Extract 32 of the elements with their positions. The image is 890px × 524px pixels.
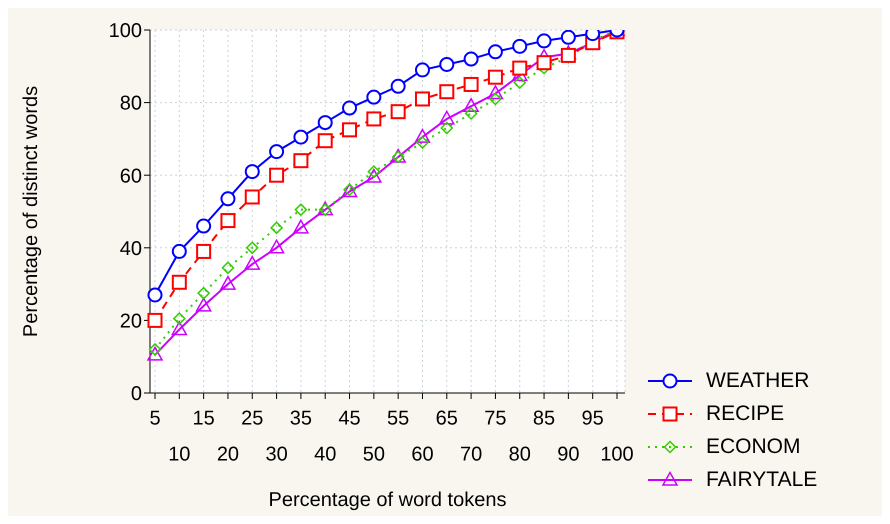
- y-tick-label: 100: [108, 20, 142, 42]
- x-tick-label: 55: [387, 408, 410, 430]
- x-tick-label: 65: [436, 408, 458, 430]
- x-tick-label: 90: [557, 444, 580, 466]
- x-axis-title: Percentage of word tokens: [268, 489, 506, 511]
- legend-label: FAIRYTALE: [706, 468, 818, 492]
- x-tick-label: 100: [600, 444, 634, 466]
- x-tick-label: 75: [484, 408, 507, 430]
- x-tick-label: 70: [460, 444, 482, 466]
- x-tick-label: 95: [582, 408, 604, 430]
- x-tick-label: 80: [508, 444, 531, 466]
- x-tick-label: 40: [314, 444, 336, 466]
- y-tick-label: 60: [120, 165, 142, 188]
- x-tick-label: 15: [192, 408, 215, 430]
- x-tick-label: 35: [290, 408, 312, 430]
- x-tick-label: 45: [338, 408, 361, 430]
- legend-label: WEATHER: [706, 368, 810, 392]
- y-tick-label: 0: [130, 383, 142, 406]
- y-tick-label: 80: [120, 92, 142, 115]
- x-tick-label: 25: [241, 408, 264, 430]
- x-tick-label: 85: [532, 408, 556, 430]
- x-tick-label: 60: [411, 444, 434, 466]
- x-tick-label: 50: [362, 444, 385, 466]
- legend-label: ECONOM: [706, 434, 800, 458]
- y-tick-label: 20: [120, 310, 142, 332]
- x-tick-label: 10: [168, 444, 190, 466]
- x-tick-label: 30: [265, 444, 288, 466]
- legend-label: RECIPE: [706, 402, 784, 426]
- x-tick-label: 5: [149, 408, 161, 430]
- x-tick-label: 20: [216, 444, 240, 466]
- y-tick-label: 40: [120, 238, 142, 260]
- y-axis-title: Percentage of distinct words: [20, 86, 42, 338]
